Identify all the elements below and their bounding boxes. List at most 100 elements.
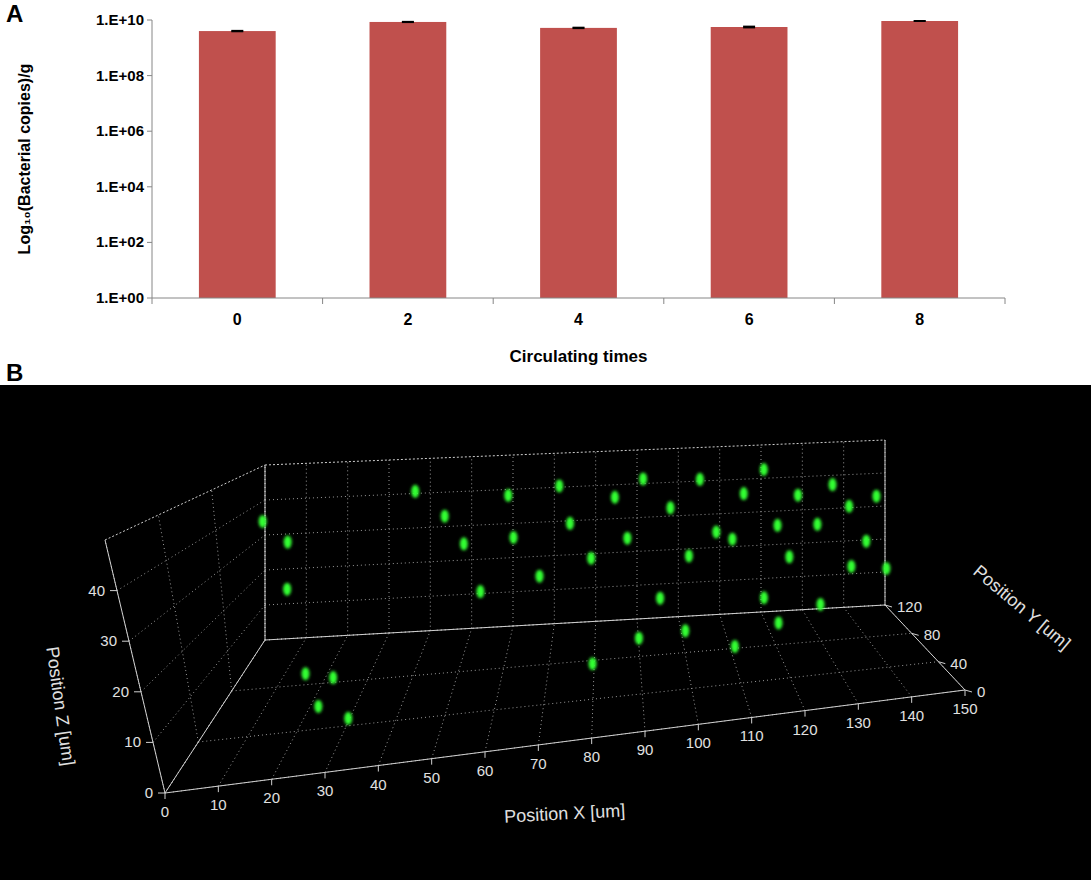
grid-line [471,457,472,629]
grid-line [212,490,232,691]
y-tick-label: 1.E+10 [96,11,144,28]
cell [731,640,739,653]
frame-edge [105,465,265,540]
error-cap [402,21,414,23]
y-tick [147,20,152,21]
cell [536,570,544,583]
grid-line [306,463,307,637]
grid-line [595,452,596,622]
y-tick-label: 1.E+06 [96,122,144,139]
cell [504,489,512,502]
x-tick [1005,298,1006,304]
x-tick-label: 70 [530,755,547,772]
x-tick-label: 50 [423,769,440,786]
x-tick-label: 110 [740,727,764,744]
grid-line [885,440,886,605]
z-tick-label: 40 [88,582,105,599]
z-tick [122,641,129,642]
y-tick-label: 1.E+04 [96,178,145,195]
x-tick-label: 20 [263,789,280,806]
x-tick-label: 150 [952,700,977,717]
y-tick [147,131,152,132]
x-tick-label: 4 [574,311,583,328]
x-tick [165,793,166,799]
x-tick-label: 6 [745,311,754,328]
grid-line [141,570,265,692]
grid-line [802,443,803,609]
grid-line [554,453,555,623]
x-axis-title: Position X [um] [504,800,626,826]
y-tick [147,298,152,299]
cell [829,478,837,491]
error-cap [231,31,243,33]
z-axis-title: Position Z [um] [42,645,79,767]
y-tick [938,662,945,664]
x-tick-label: 130 [846,714,871,731]
cell [509,531,517,544]
cell [872,490,880,503]
panel-a: A1.E+001.E+021.E+041.E+061.E+081.E+10024… [6,0,1005,366]
frame-edge [165,640,265,793]
grid-line [265,465,266,640]
grid-line [265,539,885,570]
x-tick-label: 30 [317,782,334,799]
cell [623,532,631,545]
error-cap [573,28,585,30]
x-tick [538,745,539,751]
grid-line [272,635,348,779]
grid-line [885,605,965,690]
cell [760,463,768,476]
cell [774,519,782,532]
y-tick-label: 1.E+02 [96,233,144,250]
cell [775,616,783,629]
error-cap [573,27,585,29]
x-tick [858,704,859,710]
frame-edge [885,440,886,605]
y-tick-label: 80 [924,626,941,643]
x-tick [663,298,664,304]
grid-line [265,465,266,640]
cell [847,560,855,573]
x-tick [645,731,646,737]
x-tick [751,717,752,723]
y-tick-label: 120 [897,598,922,615]
cell [441,510,449,523]
z-tick-label: 0 [145,784,153,801]
grid-line [378,631,430,766]
error-bar [743,26,755,27]
grid-line [592,621,596,738]
grid-line [218,638,306,786]
frame-edge [265,440,885,465]
y-axis-title: Position Y [um] [969,561,1074,654]
x-tick [152,298,153,304]
z-tick [134,691,141,692]
cell [685,549,693,562]
x-tick [834,298,835,304]
y-tick-label: 1.E+00 [96,289,144,306]
cell [476,585,484,598]
cell [589,657,597,670]
x-tick-label: 100 [686,734,711,751]
grid [105,440,965,793]
cell [681,624,689,637]
cell [566,517,574,530]
grid-line [165,690,965,793]
x-tick [485,752,486,758]
x-tick-label: 40 [370,776,387,793]
cell [696,473,704,486]
y-axis [152,20,153,298]
cell [283,583,291,596]
z-tick-label: 30 [100,632,117,649]
frame-edge [265,465,266,640]
cell [314,700,322,713]
cell [555,479,563,492]
cell [302,667,310,680]
x-tick [325,772,326,778]
y-tick-label: 0 [977,683,985,700]
grid-line [389,460,390,633]
points [259,463,891,725]
cell [344,712,352,725]
cell [882,562,890,575]
grid-line [761,612,805,711]
cell [587,552,595,565]
